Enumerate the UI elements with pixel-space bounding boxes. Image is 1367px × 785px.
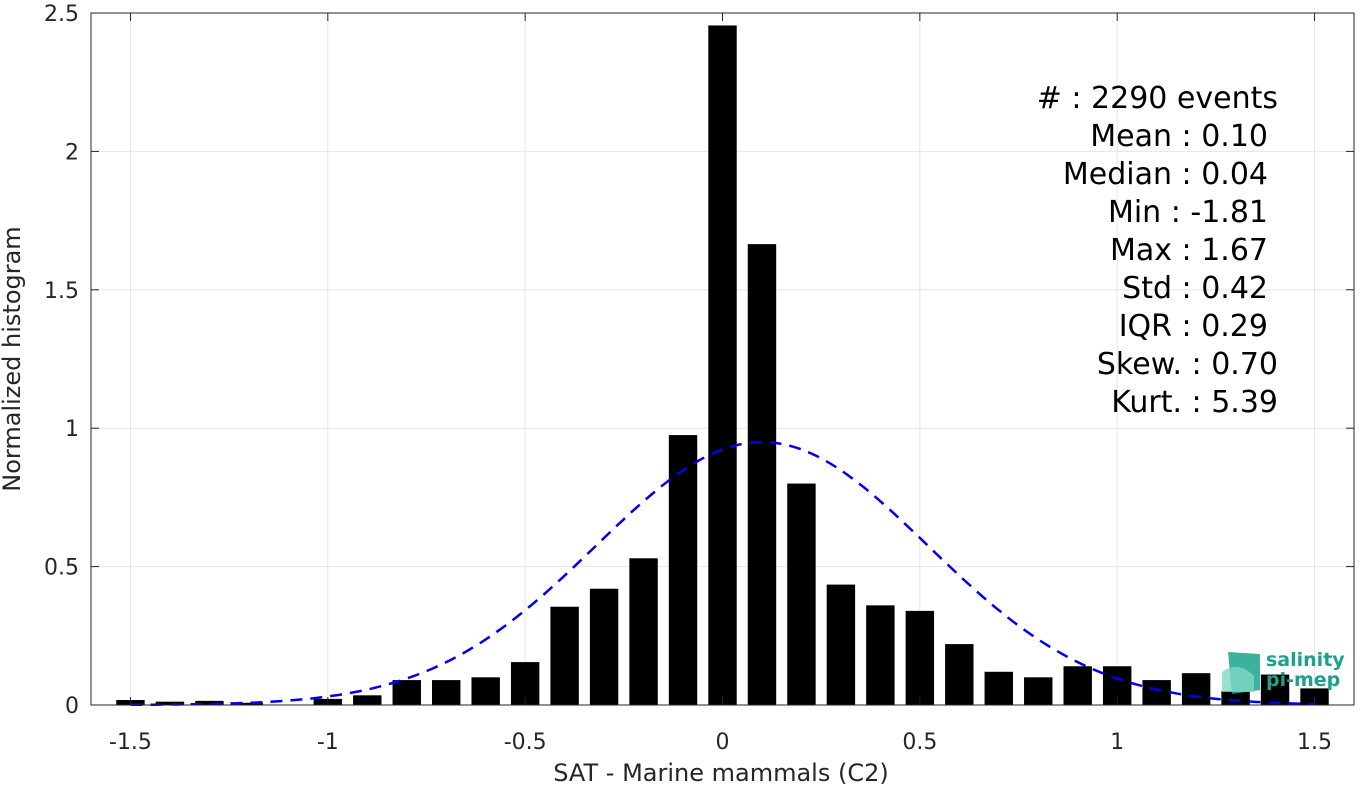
- stat-line: Mean : 0.10: [1090, 119, 1268, 154]
- stat-line: Max : 1.67: [1110, 233, 1268, 268]
- normal-fit-curve: [130, 440, 1315, 707]
- histogram-bar: [1260, 674, 1290, 705]
- y-tick-label: 1.5: [44, 279, 79, 304]
- y-tick-label: 2: [65, 140, 79, 165]
- stat-line: # : 2290 events: [1037, 81, 1278, 116]
- y-axis-label: Normalized histogram: [0, 226, 26, 491]
- histogram-bar: [1181, 673, 1211, 705]
- histogram-bar: [1024, 677, 1053, 705]
- histogram-bar: [353, 695, 382, 705]
- stat-line: Median : 0.04: [1063, 157, 1268, 192]
- x-tick-label: 0.5: [902, 730, 937, 755]
- histogram-bar: [866, 605, 895, 705]
- y-tick-label: 0.5: [44, 556, 79, 581]
- histogram-bar: [984, 671, 1013, 705]
- x-tick-label: 1.5: [1297, 730, 1332, 755]
- histogram-bar: [905, 610, 935, 705]
- x-tick-labels: -1.5 -1 -0.5 0 0.5 1 1.5: [109, 730, 1332, 755]
- histogram-bar: [629, 558, 658, 705]
- histogram-bar: [708, 25, 737, 706]
- x-tick-label: 1: [1110, 730, 1124, 755]
- x-tick-label: -0.5: [504, 730, 547, 755]
- histogram-bars: [116, 25, 1329, 706]
- histogram-bar: [155, 701, 185, 705]
- y-tick-labels: 0 0.5 1 1.5 2 2.5: [44, 2, 79, 719]
- salinity-pi-mep-logo: salinity pi-mep: [1222, 649, 1345, 694]
- histogram-bar: [747, 244, 777, 706]
- y-tick-label: 1: [65, 417, 79, 442]
- x-tick-label: -1: [317, 730, 339, 755]
- stat-line: Kurt. : 5.39: [1111, 385, 1278, 420]
- histogram-bar: [471, 677, 500, 705]
- histogram-bar: [195, 700, 224, 705]
- stat-line: Std : 0.42: [1122, 271, 1268, 306]
- histogram-bar: [826, 584, 856, 705]
- stat-line: Skew. : 0.70: [1097, 347, 1278, 382]
- logo-text-salinity: salinity: [1266, 649, 1345, 671]
- logo-text-pi-mep: pi-mep: [1266, 669, 1340, 691]
- histogram-bar: [392, 680, 421, 705]
- x-axis-label: SAT - Marine mammals (C2): [553, 759, 888, 785]
- histogram-bar: [787, 483, 816, 705]
- histogram-bar: [1221, 691, 1250, 705]
- histogram-bar: [1142, 680, 1171, 705]
- histogram-bar: [589, 588, 619, 705]
- histogram-bar: [550, 606, 579, 705]
- histogram-bar: [945, 644, 974, 705]
- x-tick-label: 0: [716, 730, 730, 755]
- y-tick-label: 0: [65, 694, 79, 719]
- x-tick-label: -1.5: [109, 730, 152, 755]
- histogram-bar: [234, 702, 264, 705]
- histogram-bar: [432, 680, 461, 705]
- stat-line: Min : -1.81: [1108, 195, 1268, 230]
- histogram-bar: [668, 435, 698, 705]
- histogram-bar: [1063, 666, 1092, 705]
- stat-line: IQR : 0.29: [1119, 309, 1268, 344]
- logo-wave-highlight: [1222, 666, 1254, 692]
- histogram-bar: [1300, 688, 1329, 705]
- tick-marks: [91, 12, 1354, 706]
- y-tick-label: 2.5: [44, 2, 79, 27]
